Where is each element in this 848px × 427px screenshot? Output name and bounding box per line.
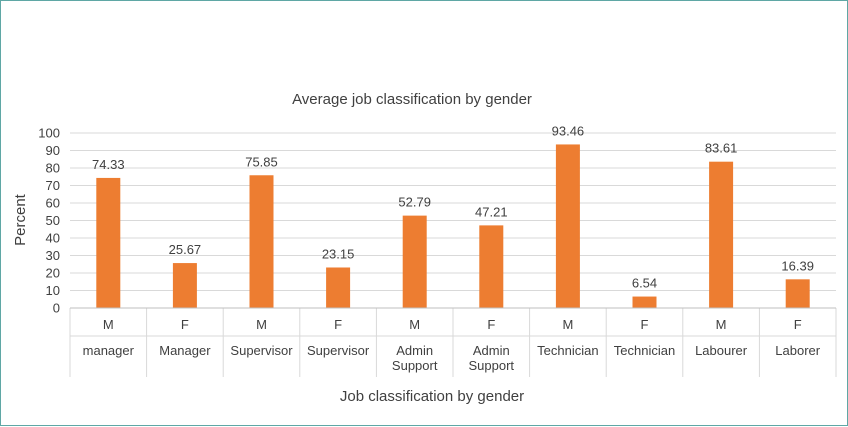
y-tick-label: 70 — [46, 178, 60, 193]
gender-label: F — [487, 317, 495, 332]
y-tick-label: 30 — [46, 248, 60, 263]
category-label: Laborer — [775, 343, 820, 358]
gender-label: M — [409, 317, 420, 332]
category-label: Manager — [159, 343, 211, 358]
bar — [402, 215, 427, 308]
bar — [326, 267, 351, 308]
bar — [172, 263, 197, 308]
bar — [709, 161, 734, 308]
data-label: 47.21 — [475, 204, 508, 219]
category-label: Technician — [537, 343, 598, 358]
gender-label: F — [641, 317, 649, 332]
gender-label: F — [794, 317, 802, 332]
y-tick-label: 100 — [38, 126, 60, 141]
y-tick-label: 90 — [46, 143, 60, 158]
data-label: 25.67 — [169, 242, 202, 257]
bar — [632, 296, 657, 308]
y-tick-label: 40 — [46, 231, 60, 246]
bar — [785, 279, 810, 308]
y-tick-label: 60 — [46, 196, 60, 211]
bar-series — [96, 144, 810, 308]
data-label: 6.54 — [632, 276, 657, 291]
category-label: manager — [83, 343, 135, 358]
chart-title: Average job classification by gender — [292, 91, 532, 108]
category-label: Supervisor — [307, 343, 370, 358]
gridlines — [70, 132, 836, 309]
data-label: 52.79 — [398, 195, 431, 210]
data-label: 16.39 — [781, 258, 814, 273]
data-label: 83.61 — [705, 141, 738, 156]
y-axis-title: Percent — [12, 193, 29, 246]
data-label: 23.15 — [322, 246, 355, 261]
category-label: Admin — [473, 343, 510, 358]
y-tick-label: 0 — [53, 301, 60, 316]
bar — [249, 175, 274, 308]
category-label: Supervisor — [230, 343, 293, 358]
category-label: Support — [469, 358, 515, 373]
data-labels: 74.33 25.67 75.85 23.15 52.79 47.21 93.46 6.54 8… — [92, 123, 814, 290]
y-tick-label: 20 — [46, 266, 60, 281]
bar — [96, 177, 121, 308]
bar — [479, 225, 504, 308]
data-label: 75.85 — [245, 154, 278, 169]
gender-label: M — [716, 317, 727, 332]
bar — [555, 144, 580, 308]
gender-label: M — [256, 317, 267, 332]
gender-label: M — [103, 317, 114, 332]
y-axis-ticks: 0 10 20 30 40 50 60 70 80 90 100 — [38, 126, 60, 316]
category-label: Admin — [396, 343, 433, 358]
category-label: Technician — [614, 343, 675, 358]
category-label: Support — [392, 358, 438, 373]
data-label: 74.33 — [92, 157, 125, 172]
gender-label: M — [562, 317, 573, 332]
category-label: Labourer — [695, 343, 748, 358]
gender-label: F — [334, 317, 342, 332]
gender-label: F — [181, 317, 189, 332]
y-tick-label: 80 — [46, 161, 60, 176]
y-tick-label: 50 — [46, 213, 60, 228]
x-axis-title: Job classification by gender — [340, 388, 524, 405]
data-label: 93.46 — [552, 123, 585, 138]
category-table: MmanagerFManagerMSupervisorFSupervisorMA… — [69, 307, 837, 377]
y-tick-label: 10 — [46, 283, 60, 298]
